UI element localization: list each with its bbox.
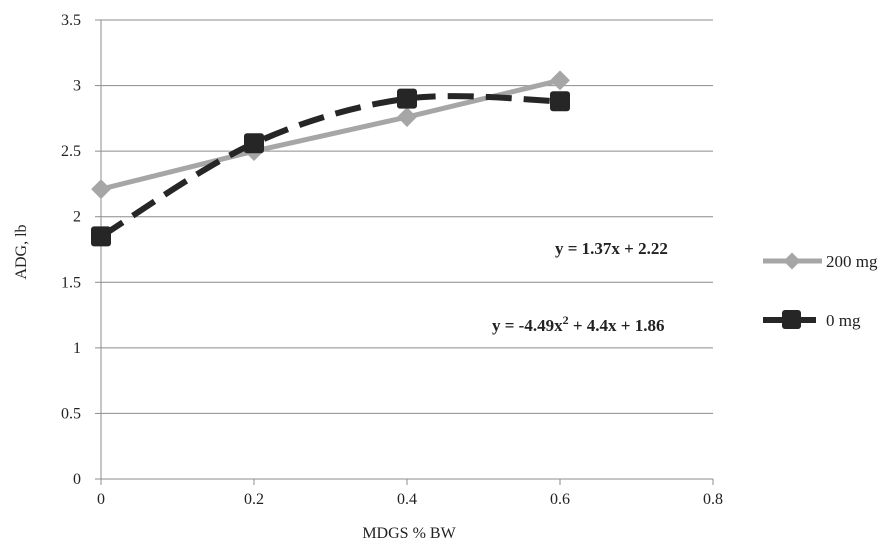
- point-0mg: [550, 91, 570, 112]
- series-line-200mg: [100, 77, 561, 192]
- y-tick-label: 3.5: [61, 12, 81, 29]
- x-tick-label: 0: [97, 491, 105, 508]
- axes: [95, 19, 714, 485]
- y-tick-label: 2.5: [61, 143, 81, 160]
- y-tick-label: 1.5: [61, 274, 81, 291]
- series-layer: [91, 70, 570, 247]
- y-tick-label: 2: [73, 209, 81, 226]
- legend-label-0mg: 0 mg: [826, 311, 861, 330]
- x-tick-label: 0.8: [703, 491, 723, 508]
- y-tick-label: 3: [73, 78, 81, 95]
- x-axis-title: MDGS % BW: [362, 525, 456, 542]
- y-tick-label: 1: [73, 340, 81, 357]
- point-0mg: [244, 133, 264, 154]
- x-tick-label: 0.4: [397, 491, 417, 508]
- point-200mg: [91, 179, 111, 200]
- point-0mg: [397, 88, 417, 109]
- legend: 200 mg 0 mg: [763, 252, 878, 330]
- y-axis-title: ADG, lb: [13, 224, 30, 279]
- quadratic-equation-exponent: 2: [563, 313, 569, 327]
- x-tick-label: 0.2: [244, 491, 264, 508]
- point-200mg: [550, 70, 570, 91]
- legend-label-200mg: 200 mg: [826, 252, 878, 271]
- point-0mg: [91, 226, 111, 247]
- y-tick-label: 0: [73, 471, 81, 488]
- quadratic-equation-main: y = -4.49x: [492, 316, 563, 335]
- linear-equation: y = 1.37x + 2.22: [555, 239, 668, 258]
- quadratic-equation-rest: + 4.4x + 1.86: [569, 316, 665, 335]
- legend-marker-0mg: [782, 310, 801, 329]
- x-tick-label: 0.6: [550, 491, 570, 508]
- legend-item-200mg: 200 mg: [763, 252, 878, 271]
- series-line-0mg: [99, 93, 561, 239]
- quadratic-equation: y = -4.49x2 + 4.4x + 1.86: [492, 313, 664, 335]
- legend-item-0mg: 0 mg: [763, 310, 861, 330]
- legend-marker-200mg: [783, 252, 801, 270]
- point-200mg: [397, 107, 417, 127]
- y-tick-label: 0.5: [61, 405, 81, 422]
- gridlines: [101, 19, 713, 414]
- tick-labels: 0 0.5 1 1.5 2 2.5 3 3.5 0 0.2 0.4 0.6 0.8: [61, 12, 723, 508]
